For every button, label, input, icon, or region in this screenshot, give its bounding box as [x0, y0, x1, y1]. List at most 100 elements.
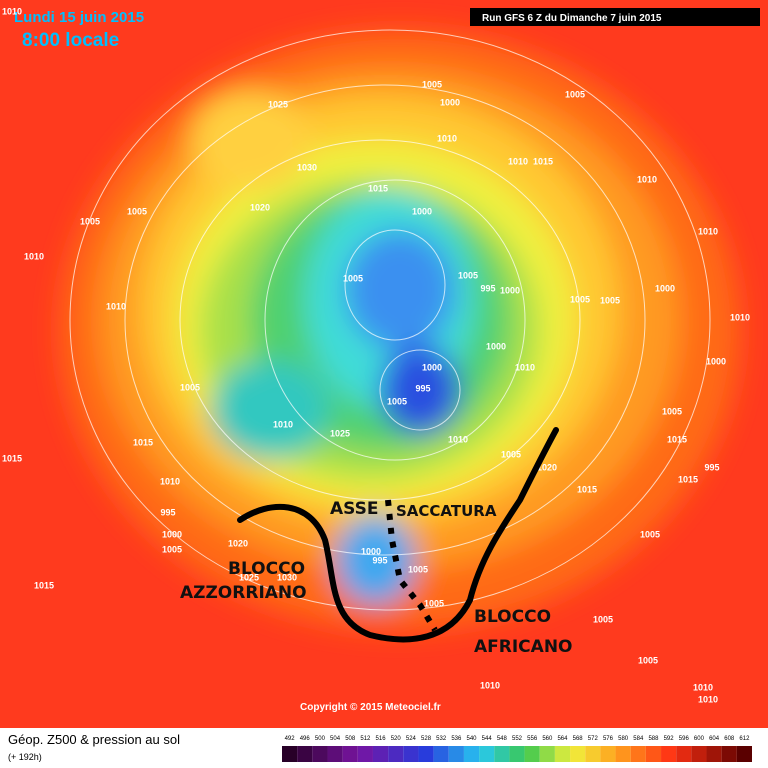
pressure-label: 1005	[638, 655, 658, 665]
pressure-label: 1005	[422, 79, 442, 89]
colorbar-swatch	[297, 746, 313, 762]
pressure-label: 1015	[34, 580, 54, 590]
pressure-label: 1025	[239, 572, 259, 582]
colorbar-swatch	[676, 746, 692, 762]
pressure-label: 1025	[268, 99, 288, 109]
colorbar-label: 584	[633, 736, 644, 742]
colorbar-label: 576	[603, 736, 614, 742]
run: Run GFS 6 Z du Dimanche 7 juin 2015	[482, 13, 662, 24]
colorbar-label: 592	[664, 736, 675, 742]
copyright: Copyright © 2015 Meteociel.fr	[300, 702, 441, 713]
colorbar-swatch	[418, 746, 434, 762]
pressure-label: 1010	[730, 312, 750, 322]
pressure-label: 1005	[162, 544, 182, 554]
pressure-label: 1015	[667, 434, 687, 444]
pressure-label: 1010	[448, 434, 468, 444]
footer-lead: (+ 192h)	[8, 752, 42, 762]
pressure-label: 1005	[640, 529, 660, 539]
pressure-label: 1020	[228, 538, 248, 548]
colorbar-swatch	[600, 746, 616, 762]
colorbar-swatch	[463, 746, 480, 762]
colorbar-swatch	[661, 746, 677, 762]
time: 8:00 locale	[22, 30, 119, 51]
colorbar-swatch	[357, 746, 373, 762]
pressure-label: 1010	[698, 694, 718, 704]
annotation-blocco-africano: BLOCCO	[474, 607, 551, 627]
pressure-label: 1015	[2, 453, 22, 463]
colorbar-swatch	[282, 746, 298, 762]
pressure-label: 1015	[678, 474, 698, 484]
colorbar-label: 496	[300, 736, 311, 742]
pressure-label: 1005	[593, 614, 613, 624]
pressure-label: 995	[160, 507, 175, 517]
colorbar: 492 496 500 504 508 512 516 520 524 528 532 536 540 5…	[282, 736, 752, 762]
pressure-label: 1020	[537, 462, 557, 472]
pressure-label: 1010	[273, 419, 293, 429]
pressure-label: 1015	[133, 437, 153, 447]
annotation-blocco-azzorriano: BLOCCO	[228, 559, 305, 579]
colorbar-label: 544	[482, 736, 493, 742]
colorbar-label: 600	[694, 736, 705, 742]
colorbar-swatch	[721, 746, 737, 762]
colorbar-swatch	[691, 746, 707, 762]
colorbar-label: 596	[679, 736, 690, 742]
pressure-label: 1010	[24, 251, 44, 261]
colorbar-label: 520	[391, 736, 402, 742]
colorbar-label: 492	[285, 736, 296, 742]
pressure-label: 1005	[458, 270, 478, 280]
pressure-label: 1005	[662, 406, 682, 416]
pressure-labels: 1005 1000 1005 1025 1010 1030 1015 1015 1010 1010…	[2, 79, 750, 704]
colorbar-swatch	[403, 746, 419, 762]
pressure-label: 1000	[500, 285, 520, 295]
colorbar-swatch	[585, 746, 601, 762]
colorbar-swatch	[494, 746, 510, 762]
pressure-label: 1020	[250, 202, 270, 212]
colorbar-label: 516	[376, 736, 387, 742]
colorbar-swatch	[554, 746, 571, 762]
colorbar-swatch	[327, 746, 343, 762]
colorbar-swatch	[342, 746, 358, 762]
colorbar-swatch	[388, 746, 404, 762]
pressure-label: 995	[480, 283, 495, 293]
pressure-label: 1010	[508, 156, 528, 166]
pressure-label: 1000	[412, 206, 432, 216]
colorbar-label: 588	[648, 736, 659, 742]
pressure-label: 1015	[368, 183, 388, 193]
pressure-label: 995	[372, 555, 387, 565]
pressure-label: 1000	[361, 546, 381, 556]
colorbar-label: 512	[360, 736, 371, 742]
colorbar-swatch	[736, 746, 752, 762]
pressure-label: 1005	[343, 273, 363, 283]
colorbar-swatch	[509, 746, 525, 762]
colorbar-swatch	[630, 746, 646, 762]
colorbar-swatch	[706, 746, 722, 762]
colorbar-label: 612	[739, 736, 750, 742]
colorbar-swatch	[645, 746, 662, 762]
pressure-label: 1005	[387, 396, 407, 406]
pressure-label: 1005	[424, 598, 444, 608]
colorbar-label: 608	[724, 736, 735, 742]
run-box	[470, 8, 760, 26]
pressure-label: 1010	[437, 133, 457, 143]
colorbar-swatch	[312, 746, 328, 762]
footer-title: Géop. Z500 & pression au sol	[8, 732, 180, 747]
date: Lundi 15 juin 2015	[14, 9, 144, 26]
colorbar-label: 564	[557, 736, 568, 742]
pressure-label: 1000	[486, 341, 506, 351]
pressure-label: 1010	[480, 680, 500, 690]
colorbar-label: 528	[421, 736, 432, 742]
pressure-label: 1005	[565, 89, 585, 99]
annotation-saccatura: SACCATURA	[396, 502, 497, 520]
corner-label: 1010	[2, 6, 22, 16]
colorbar-swatch	[479, 746, 495, 762]
annotation-blocco-azzorriano: AZZORRIANO	[180, 583, 307, 603]
pressure-label: 1010	[515, 362, 535, 372]
pressure-label: 1010	[106, 301, 126, 311]
colorbar-swatch	[448, 746, 464, 762]
colorbar-label: 552	[512, 736, 523, 742]
pressure-label: 1005	[408, 564, 428, 574]
pressure-label: 1005	[600, 295, 620, 305]
pressure-label: 995	[415, 383, 430, 393]
blocking-curve	[237, 427, 559, 643]
